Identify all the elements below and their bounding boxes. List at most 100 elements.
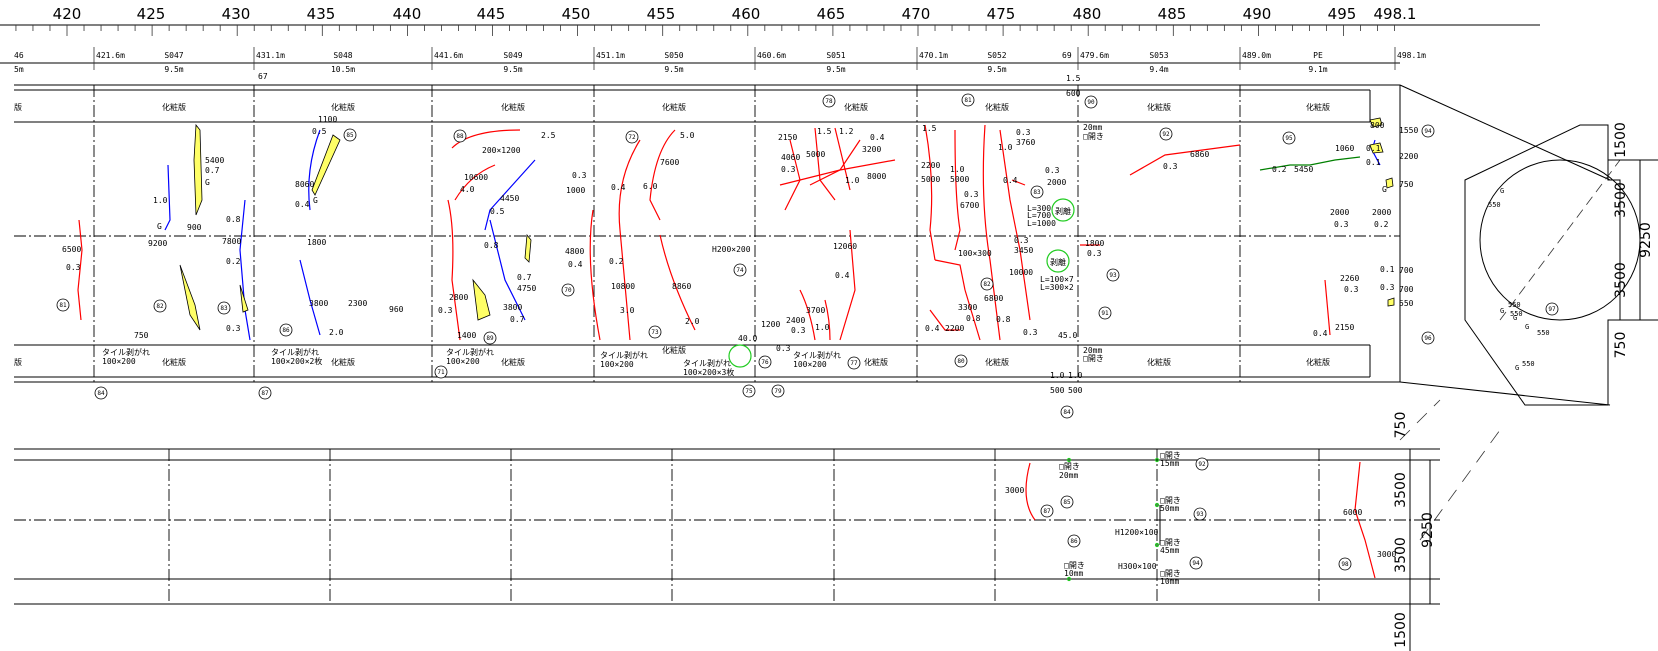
marker-number: 93 [1109, 272, 1117, 279]
crack-label: 0.3 [781, 165, 796, 174]
upper-lining-view: 版 化粧版 化粧版 化粧版 化粧版 化粧版 化粧版 化粧版 化粧版 版 化粧版 … [14, 74, 1559, 419]
marker-number: 91 [1101, 310, 1109, 317]
crack-label: 1550 [1399, 126, 1418, 135]
lower-dimension: 3500 [1393, 537, 1409, 573]
lower-label: 10mm [1160, 577, 1179, 586]
crack-label: 800 [1370, 121, 1385, 130]
crack-label: 0.3 [1344, 285, 1359, 294]
tile-note-size: 100×200×3枚 [683, 367, 734, 377]
marker-number: 94 [1192, 560, 1200, 567]
crack-label: 1000 [566, 186, 585, 195]
lower-label: 20mm [1059, 471, 1078, 480]
crack-label: 100×300 [958, 249, 992, 258]
spall-areas [179, 117, 1395, 331]
lower-label: 10mm [1064, 569, 1083, 578]
segment-length: 9.5m [164, 65, 183, 74]
scale-tick-label: 470 [902, 5, 931, 23]
tile-note-size: 100×200×2枚 [271, 356, 322, 366]
crack-label: 2800 [449, 293, 468, 302]
crack-label: 0.7 [510, 315, 525, 324]
crack-label: 0.5 [312, 127, 327, 136]
crack-label: 0.8 [996, 315, 1011, 324]
crack-label: 0.4 [611, 183, 626, 192]
crack-label: 1.0 [998, 143, 1013, 152]
crack-label: 0.4 [835, 271, 850, 280]
crack-label: 2200 [1399, 152, 1418, 161]
section-dimension: 3500 [1613, 262, 1629, 298]
span-boundary: 46 [14, 51, 24, 60]
band-label: 化粧版 [662, 102, 686, 112]
crack-label: 6800 [984, 294, 1003, 303]
cracks-blue [164, 129, 1381, 341]
marker-number: 96 [1424, 335, 1432, 342]
marker-number: 70 [564, 287, 572, 294]
span-extra-label: 69 [1062, 51, 1072, 60]
crack-label: 2000 [1372, 208, 1391, 217]
lower-dimension: 1500 [1393, 612, 1409, 648]
marker-number: 83 [1033, 189, 1041, 196]
cracks-red [77, 124, 1331, 341]
crack-label: 5000 [806, 150, 825, 159]
band-label: 化粧版 [985, 102, 1009, 112]
section-label: G [1525, 323, 1529, 331]
crack-label: 0.3 [1045, 166, 1060, 175]
marker-number: 81 [964, 97, 972, 104]
crack-label: 2000 [1047, 178, 1066, 187]
lower-label: 50mm [1160, 504, 1179, 513]
crack-label: H200×200 [712, 245, 751, 254]
crack-label: 1060 [1335, 144, 1354, 153]
crack-label: 1.0 [950, 165, 965, 174]
crack-label: 6500 [62, 245, 81, 254]
crack-label: 1100 [318, 115, 337, 124]
marker-number: 85 [346, 132, 354, 139]
scale-tick-label: 480 [1073, 5, 1102, 23]
crack-label: 6860 [1190, 150, 1209, 159]
crack-label: 0.1 [1366, 158, 1381, 167]
marker-number: 80 [957, 358, 965, 365]
crack-label: 5450 [1294, 165, 1313, 174]
crack-label: 0.4 [925, 324, 940, 333]
crack-label: G [205, 178, 210, 187]
crack-label: 750 [1399, 180, 1414, 189]
scale-tick-label: 425 [137, 5, 166, 23]
crack-label: 1.0 [153, 196, 168, 205]
lower-label: 45mm [1160, 546, 1179, 555]
crack-label: 500 [1050, 386, 1065, 395]
crack-label: 1.5 [817, 127, 832, 136]
scale-tick-label: 445 [477, 5, 506, 23]
band-label: 化粧版 [662, 345, 686, 355]
tile-note-size: 100×200 [446, 357, 480, 366]
crack-label: 900 [187, 223, 202, 232]
lower-markers [1040, 457, 1352, 571]
marker-number: 93 [1196, 511, 1204, 518]
scale-tick-label: 440 [393, 5, 422, 23]
band-label: 化粧版 [1306, 102, 1330, 112]
tile-note-size: 100×200 [102, 357, 136, 366]
section-dimension: 9250 [1638, 222, 1654, 258]
scale-tick-label: 450 [562, 5, 591, 23]
crack-label: 1800 [307, 238, 326, 247]
span-boundary: 431.1m [256, 51, 285, 60]
lower-label: H1200×100 [1115, 528, 1159, 537]
section-dimension: 3500 [1613, 182, 1629, 218]
marker-number: 75 [745, 388, 753, 395]
crack-label: 5400 [205, 156, 224, 165]
crack-label: 4450 [500, 194, 519, 203]
crack-label: 0.2 [1272, 165, 1287, 174]
crack-label: 0.3 [1087, 249, 1102, 258]
scale-tick-label: 485 [1158, 5, 1187, 23]
crack-label: 0.4 [870, 133, 885, 142]
crack-label: 8860 [672, 282, 691, 291]
scale-tick-label: 460 [732, 5, 761, 23]
crack-label: 0.3 [1334, 220, 1349, 229]
crack-label: 45.0 [1058, 331, 1077, 340]
crack-label: □開き [1083, 354, 1104, 363]
segment-name: S048 [333, 51, 352, 60]
span-boundary: 460.6m [757, 51, 786, 60]
crack-label: 600 [1066, 89, 1081, 98]
band-label: 化粧版 [864, 357, 888, 367]
crack-label: 8000 [867, 172, 886, 181]
marker-number: 77 [850, 360, 858, 367]
lower-label: 15mm [1160, 459, 1179, 468]
spalling-note: L=100×7 [1040, 275, 1074, 284]
